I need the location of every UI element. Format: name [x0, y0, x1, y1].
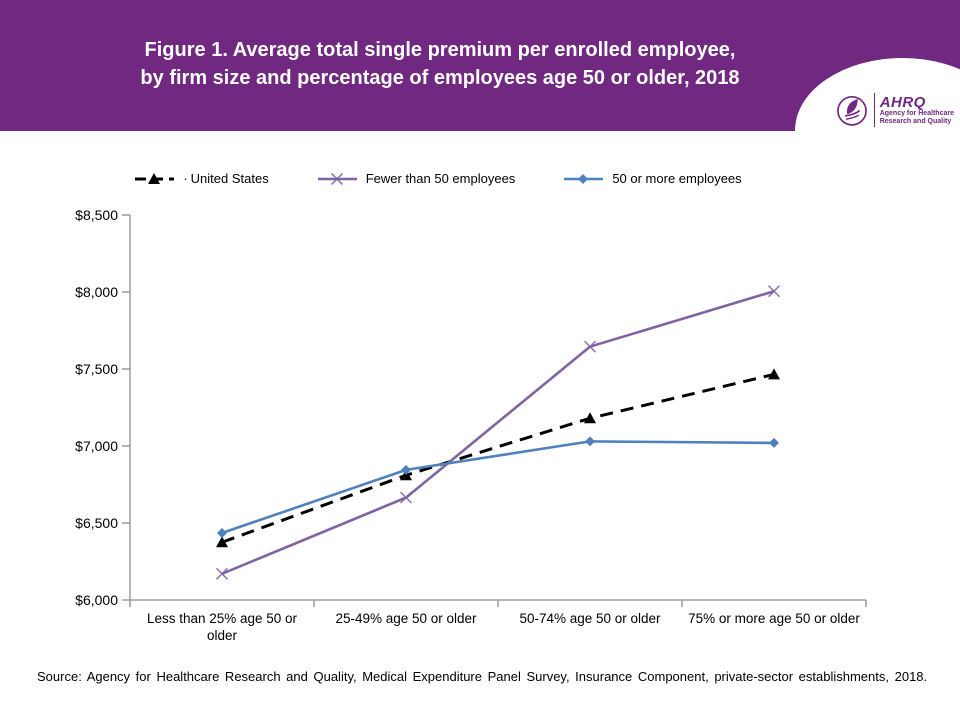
legend-dash-dot: · [183, 171, 188, 186]
x-marker [330, 172, 343, 185]
ahrq-logo: AHRQ Agency for Healthcare Research and … [835, 91, 954, 129]
ahrq-subtitle-line1: Agency for Healthcare [879, 110, 954, 117]
triangle-marker [584, 412, 596, 424]
figure-title-line2: by firm size and percentage of employees… [140, 67, 740, 89]
y-axis-tick-label: $7,000 [75, 438, 118, 454]
legend-label: 50 or more employees [612, 171, 742, 186]
chart-area: · United States Fewer than 50 employees 50 … [0, 131, 960, 720]
ahrq-logo-text: AHRQ Agency for Healthcare Research and … [880, 95, 954, 125]
x-marker [399, 491, 413, 504]
legend-label: United States [190, 171, 269, 186]
header-band: Figure 1. Average total single premium p… [0, 0, 960, 131]
x-marker [767, 285, 781, 298]
logo-divider [873, 93, 875, 127]
series-line [221, 372, 775, 544]
legend-item: · United States [134, 171, 269, 186]
x-axis-category-label: 25-49% age 50 or older [335, 611, 477, 626]
plot-svg [122, 214, 867, 607]
x-axis-category-label: 50-74% age 50 or older [519, 611, 661, 626]
y-axis-tick-label: $8,500 [75, 207, 118, 223]
triangle-marker [148, 172, 161, 184]
legend-swatch [564, 173, 604, 184]
legend-label: Fewer than 50 employees [365, 171, 516, 186]
chart-legend: · United States Fewer than 50 employees 50 … [0, 171, 960, 186]
y-axis-tick-label: $8,000 [75, 284, 118, 300]
diamond-marker [578, 173, 589, 184]
legend-item: Fewer than 50 employees [317, 171, 516, 186]
series-line [221, 440, 775, 535]
triangle-marker [216, 536, 228, 548]
x-marker [583, 340, 597, 353]
legend-swatch [317, 172, 357, 185]
series-line [221, 289, 775, 576]
legend-swatch [135, 172, 175, 184]
x-marker [215, 567, 229, 580]
ahrq-acronym: AHRQ [879, 94, 926, 111]
y-axis-tick-label: $6,500 [75, 515, 118, 531]
y-axis-tick-label: $6,000 [75, 592, 118, 608]
figure-title: Figure 1. Average total single premium p… [0, 36, 880, 92]
source-text: Source: Agency for Healthcare Research a… [37, 669, 928, 684]
ahrq-subtitle-line2: Research and Quality [879, 117, 952, 125]
triangle-marker [768, 368, 780, 380]
x-axis-category-label: Less than 25% age 50 or older [146, 611, 298, 643]
x-axis-category-label: 75% or more age 50 or older [688, 611, 860, 626]
hhs-eagle-icon [835, 91, 869, 129]
legend-item: 50 or more employees [563, 171, 742, 186]
diamond-marker [585, 436, 595, 447]
figure-title-line1: Figure 1. Average total single premium p… [144, 39, 736, 61]
diamond-marker [401, 464, 411, 475]
y-axis-tick-label: $7,500 [75, 361, 118, 377]
diamond-marker [217, 528, 227, 539]
diamond-marker [769, 437, 779, 448]
